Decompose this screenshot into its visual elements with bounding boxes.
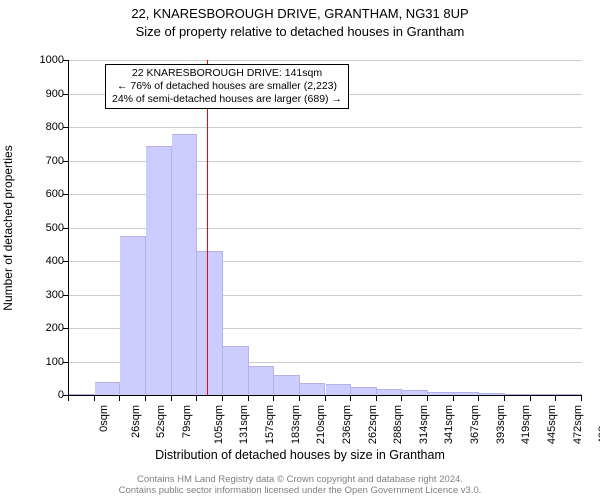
gridline bbox=[69, 60, 582, 61]
histogram-bar bbox=[95, 382, 121, 395]
x-tick-mark bbox=[325, 396, 326, 401]
x-tick-mark bbox=[350, 396, 351, 401]
x-tick-mark bbox=[248, 396, 249, 401]
chart-root: 22, KNARESBOROUGH DRIVE, GRANTHAM, NG31 … bbox=[0, 0, 600, 500]
y-tick-label: 300 bbox=[4, 290, 64, 301]
x-tick-label: 131sqm bbox=[239, 405, 250, 444]
histogram-bar bbox=[249, 366, 275, 395]
x-tick-label: 52sqm bbox=[156, 405, 167, 438]
histogram-bar bbox=[351, 387, 377, 395]
x-tick-mark bbox=[94, 396, 95, 401]
y-tick-label: 800 bbox=[4, 122, 64, 133]
histogram-bar bbox=[300, 383, 326, 395]
y-tick-label: 0 bbox=[4, 390, 64, 401]
x-tick-mark bbox=[119, 396, 120, 401]
histogram-bar bbox=[402, 390, 428, 395]
annotation-line2: ← 76% of detached houses are smaller (2,… bbox=[112, 80, 342, 93]
histogram-bar bbox=[146, 146, 172, 395]
x-tick-mark bbox=[504, 396, 505, 401]
x-tick-label: 0sqm bbox=[99, 405, 110, 432]
x-tick-mark bbox=[555, 396, 556, 401]
x-tick-label: 157sqm bbox=[265, 405, 276, 444]
annotation-line3: 24% of semi-detached houses are larger (… bbox=[112, 93, 342, 106]
histogram-bar bbox=[172, 134, 198, 395]
histogram-bar bbox=[479, 393, 505, 395]
x-tick-label: 288sqm bbox=[393, 405, 404, 444]
x-tick-label: 105sqm bbox=[214, 405, 225, 444]
x-tick-mark bbox=[196, 396, 197, 401]
x-tick-label: 26sqm bbox=[131, 405, 142, 438]
y-tick-label: 1000 bbox=[4, 55, 64, 66]
histogram-bar bbox=[428, 392, 454, 395]
plot-area: 22 KNARESBOROUGH DRIVE: 141sqm ← 76% of … bbox=[68, 60, 582, 396]
reference-line bbox=[207, 60, 208, 395]
x-tick-label: 262sqm bbox=[368, 405, 379, 444]
histogram-bar bbox=[274, 375, 300, 395]
x-tick-label: 210sqm bbox=[316, 405, 327, 444]
x-tick-label: 367sqm bbox=[470, 405, 481, 444]
y-tick-label: 100 bbox=[4, 357, 64, 368]
y-tick-label: 600 bbox=[4, 189, 64, 200]
x-tick-mark bbox=[530, 396, 531, 401]
x-tick-label: 183sqm bbox=[291, 405, 302, 444]
histogram-bar bbox=[505, 394, 531, 395]
x-tick-mark bbox=[478, 396, 479, 401]
x-tick-label: 79sqm bbox=[182, 405, 193, 438]
x-tick-mark bbox=[171, 396, 172, 401]
y-tick-label: 700 bbox=[4, 156, 64, 167]
chart-title-line2: Size of property relative to detached ho… bbox=[0, 24, 600, 39]
histogram-bar bbox=[377, 389, 403, 395]
footer-line2: Contains public sector information licen… bbox=[0, 485, 600, 496]
x-axis-label: Distribution of detached houses by size … bbox=[0, 448, 600, 462]
histogram-bar bbox=[531, 394, 557, 395]
gridline bbox=[69, 127, 582, 128]
x-tick-label: 445sqm bbox=[547, 405, 558, 444]
x-tick-mark bbox=[145, 396, 146, 401]
x-tick-label: 314sqm bbox=[419, 405, 430, 444]
y-tick-label: 200 bbox=[4, 323, 64, 334]
y-tick-label: 400 bbox=[4, 256, 64, 267]
chart-title-line1: 22, KNARESBOROUGH DRIVE, GRANTHAM, NG31 … bbox=[0, 6, 600, 21]
x-tick-mark bbox=[427, 396, 428, 401]
x-tick-mark bbox=[273, 396, 274, 401]
x-tick-mark bbox=[376, 396, 377, 401]
histogram-bar bbox=[69, 394, 95, 395]
histogram-bar bbox=[223, 346, 249, 395]
footer-attribution: Contains HM Land Registry data © Crown c… bbox=[0, 474, 600, 496]
x-tick-label: 236sqm bbox=[342, 405, 353, 444]
annotation-box: 22 KNARESBOROUGH DRIVE: 141sqm ← 76% of … bbox=[105, 64, 349, 109]
histogram-bar bbox=[326, 384, 352, 395]
histogram-bar bbox=[454, 392, 480, 395]
x-tick-mark bbox=[299, 396, 300, 401]
x-tick-label: 341sqm bbox=[445, 405, 456, 444]
x-tick-label: 419sqm bbox=[522, 405, 533, 444]
y-tick-label: 500 bbox=[4, 223, 64, 234]
x-tick-mark bbox=[222, 396, 223, 401]
histogram-bar bbox=[556, 394, 582, 395]
x-tick-mark bbox=[68, 396, 69, 401]
x-tick-mark bbox=[453, 396, 454, 401]
annotation-line1: 22 KNARESBOROUGH DRIVE: 141sqm bbox=[112, 67, 342, 80]
histogram-bar bbox=[120, 236, 146, 395]
x-tick-label: 393sqm bbox=[496, 405, 507, 444]
x-tick-label: 472sqm bbox=[573, 405, 584, 444]
histogram-bar bbox=[197, 251, 223, 395]
y-tick-label: 900 bbox=[4, 89, 64, 100]
x-tick-mark bbox=[401, 396, 402, 401]
x-tick-mark bbox=[581, 396, 582, 401]
footer-line1: Contains HM Land Registry data © Crown c… bbox=[0, 474, 600, 485]
